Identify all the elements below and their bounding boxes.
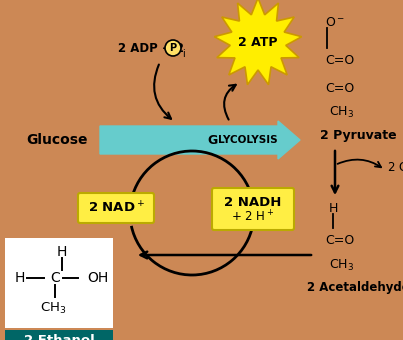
Text: CH$_3$: CH$_3$	[329, 257, 354, 273]
Text: C=O: C=O	[325, 234, 354, 246]
FancyArrow shape	[100, 121, 300, 159]
Text: + 2 H$^+$: + 2 H$^+$	[231, 209, 275, 225]
Text: Glucose: Glucose	[27, 133, 88, 147]
Polygon shape	[214, 0, 302, 85]
Text: LYCOLYSIS: LYCOLYSIS	[218, 135, 278, 145]
Text: CH$_3$: CH$_3$	[329, 104, 354, 120]
Text: 2 ATP: 2 ATP	[238, 35, 278, 49]
Text: C=O: C=O	[325, 53, 354, 67]
Circle shape	[165, 40, 181, 56]
Text: CH$_3$: CH$_3$	[40, 301, 66, 316]
Text: C: C	[50, 271, 60, 285]
Text: G: G	[207, 134, 217, 147]
Text: 2 Ethanol: 2 Ethanol	[24, 335, 94, 340]
Text: H: H	[15, 271, 25, 285]
Text: P: P	[169, 43, 177, 53]
FancyBboxPatch shape	[78, 193, 154, 223]
Text: OH: OH	[87, 271, 108, 285]
FancyBboxPatch shape	[5, 330, 113, 340]
Text: i: i	[182, 49, 185, 59]
Text: 2 ADP + 2: 2 ADP + 2	[118, 41, 184, 54]
Text: H: H	[328, 202, 338, 215]
Text: 2 Acetaldehyde: 2 Acetaldehyde	[307, 282, 403, 294]
Text: O$^-$: O$^-$	[325, 16, 345, 29]
Text: H: H	[57, 245, 67, 259]
Text: 2 NADH: 2 NADH	[224, 197, 282, 209]
Text: 2 Pyruvate: 2 Pyruvate	[320, 129, 397, 141]
Text: C=O: C=O	[325, 82, 354, 95]
FancyBboxPatch shape	[212, 188, 294, 230]
FancyBboxPatch shape	[5, 238, 113, 328]
Text: 2 CO$_2$: 2 CO$_2$	[387, 160, 403, 175]
Text: 2 NAD$^+$: 2 NAD$^+$	[87, 200, 144, 216]
